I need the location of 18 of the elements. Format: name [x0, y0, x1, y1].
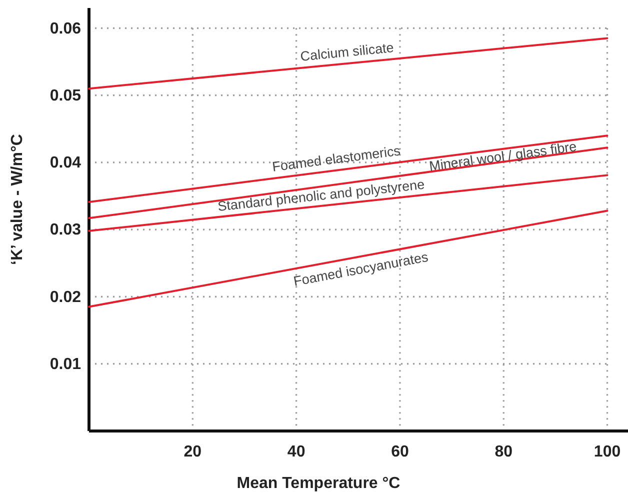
y-axis-title: ‘K’ value - W/m°C: [9, 134, 26, 265]
y-tick-label: 0.02: [50, 288, 82, 306]
x-tick-label: 60: [391, 443, 409, 460]
y-tick-label: 0.03: [50, 222, 82, 239]
text: Calcium silicate: [300, 40, 394, 64]
x-axis-title: Mean Temperature °C: [236, 475, 401, 492]
x-tick-label: 20: [184, 443, 202, 460]
y-tick-label: 0.04: [50, 154, 82, 172]
text: Mineral wool / glass fibre: [428, 138, 578, 174]
x-tick-label: 40: [287, 443, 306, 460]
x-tick-label: 100: [594, 443, 621, 460]
y-tick-label: 0.06: [50, 20, 82, 38]
text: Foamed isocyanurates: [292, 249, 430, 289]
y-tick-label: 0.05: [50, 87, 82, 104]
x-tick-label: 80: [494, 443, 513, 460]
text: Standard phenolic and polystyrene: [216, 176, 426, 214]
text: Foamed elastomerics: [271, 143, 402, 174]
y-tick-label: 0.01: [50, 356, 82, 373]
